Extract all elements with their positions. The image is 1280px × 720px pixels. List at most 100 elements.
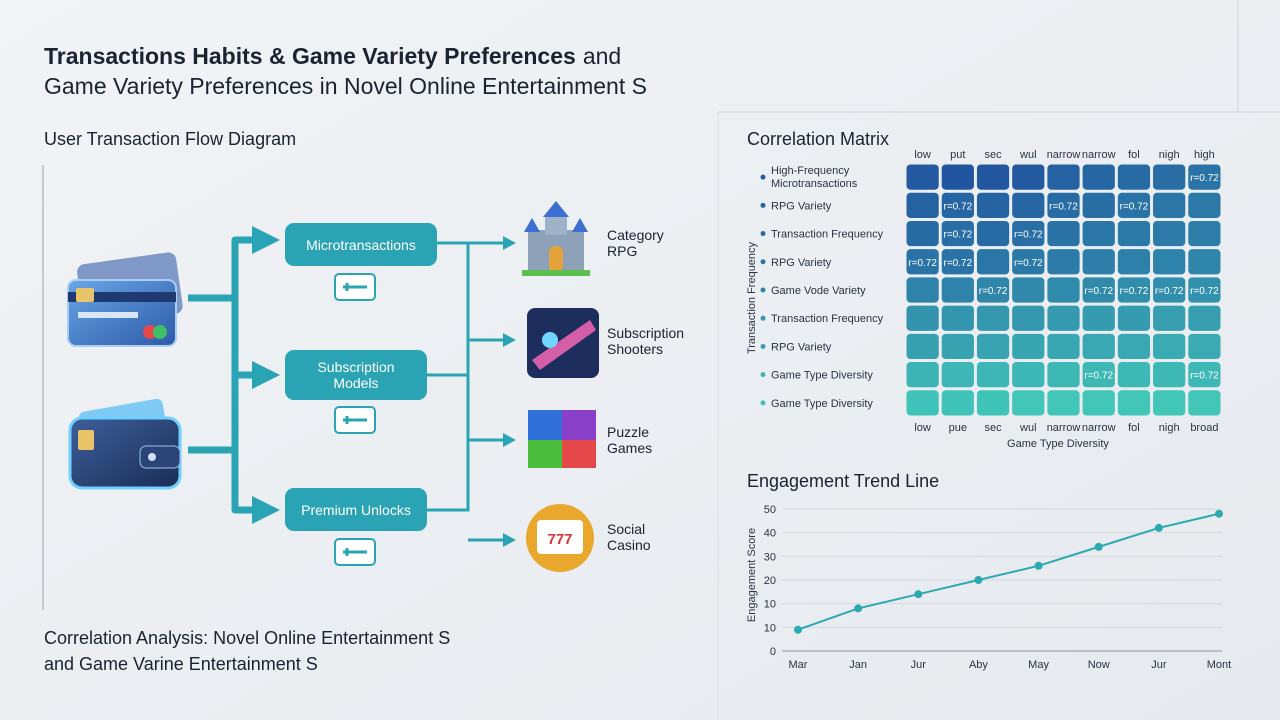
footer-line: Correlation Analysis: Novel Online Enter… bbox=[44, 628, 450, 648]
row-dot bbox=[760, 287, 766, 293]
heat-cell bbox=[1188, 333, 1221, 360]
col-label-bottom: wul bbox=[1019, 422, 1037, 434]
heat-cell bbox=[941, 362, 974, 388]
cell-label: r=0.72 bbox=[944, 230, 973, 241]
col-label-top: narrow bbox=[1047, 149, 1081, 161]
heat-cell bbox=[1012, 277, 1045, 303]
heat-cell bbox=[1153, 333, 1186, 360]
cell-label: r=0.72 bbox=[1049, 201, 1078, 212]
title-line2: Game Variety Preferences in Novel Online… bbox=[44, 73, 647, 99]
x-tick-label: May bbox=[1028, 659, 1049, 671]
node-box bbox=[285, 350, 427, 400]
col-label-bottom: narrow bbox=[1047, 422, 1081, 434]
y-tick-label: 10 bbox=[764, 622, 776, 634]
col-label-bottom: pue bbox=[949, 422, 967, 434]
heat-cell bbox=[1012, 305, 1045, 331]
category-label: Games bbox=[607, 440, 652, 456]
cell-label: r=0.72 bbox=[1014, 230, 1043, 241]
heat-cell bbox=[1153, 249, 1186, 275]
heat-cell bbox=[1082, 277, 1115, 303]
title-bold: Transactions Habits & Game Variety Prefe… bbox=[44, 43, 576, 69]
cell-label: r=0.72 bbox=[1084, 286, 1113, 297]
x-tick-label: Jur bbox=[1151, 659, 1167, 671]
heat-cell bbox=[1188, 277, 1221, 303]
heat-cell bbox=[906, 362, 939, 388]
row-label: Game Type Diversity bbox=[771, 370, 873, 382]
cell-label: r=0.72 bbox=[1084, 371, 1113, 382]
row-label: Transaction Frequency bbox=[771, 229, 884, 241]
category-label: Shooters bbox=[607, 341, 663, 357]
heat-cell bbox=[1012, 220, 1045, 247]
gamepad-icons bbox=[334, 273, 376, 566]
col-label-top: nigh bbox=[1159, 149, 1180, 161]
heat-cell bbox=[1188, 249, 1221, 275]
col-label-bottom: sec bbox=[984, 422, 1002, 434]
heat-cell bbox=[1047, 277, 1080, 303]
heat-cell bbox=[1012, 362, 1045, 388]
heat-cell bbox=[941, 164, 974, 190]
heat-cell bbox=[906, 390, 939, 416]
heat-cell bbox=[1188, 390, 1221, 416]
trend-line bbox=[797, 512, 1220, 631]
heat-cell bbox=[906, 249, 939, 275]
category-label: Social bbox=[607, 521, 645, 537]
heat-cell bbox=[1082, 249, 1115, 275]
y-tick-label: 20 bbox=[764, 575, 776, 587]
data-point bbox=[794, 625, 802, 634]
heat-cell bbox=[1117, 192, 1151, 218]
heat-cell bbox=[1082, 333, 1115, 360]
heat-cell bbox=[1047, 390, 1080, 416]
row-dot bbox=[760, 343, 766, 349]
puzzle-icon bbox=[528, 410, 596, 468]
node-label: Subscription bbox=[317, 359, 394, 375]
category-label: Puzzle bbox=[607, 424, 649, 440]
col-label-top: fol bbox=[1128, 149, 1140, 161]
data-point bbox=[1094, 542, 1103, 551]
heat-cell bbox=[941, 249, 974, 275]
row-label: RPG Variety bbox=[771, 341, 832, 353]
col-label-top: wul bbox=[1019, 149, 1037, 161]
row-dot bbox=[760, 202, 766, 208]
row-label: Transaction Frequency bbox=[771, 313, 884, 325]
category-label: Category bbox=[607, 227, 664, 243]
arrowheads bbox=[252, 226, 280, 524]
heat-cell bbox=[941, 192, 974, 218]
heat-cell bbox=[1188, 220, 1221, 247]
chart-title: Engagement Trend Line bbox=[747, 471, 939, 491]
data-point bbox=[854, 604, 863, 613]
heat-cell bbox=[906, 192, 939, 218]
data-point bbox=[974, 576, 983, 584]
y-tick-label: 30 bbox=[764, 551, 776, 563]
heat-cell bbox=[976, 192, 1010, 218]
y-axis-label: Transaction Frequency bbox=[746, 241, 758, 354]
y-tick-label: 50 bbox=[764, 504, 776, 516]
title: Transactions Habits & Game Variety Prefe… bbox=[44, 43, 621, 69]
heat-cell bbox=[1082, 390, 1115, 416]
col-label-bottom: narrow bbox=[1082, 422, 1116, 434]
x-tick-label: Now bbox=[1088, 659, 1110, 671]
data-point bbox=[1034, 561, 1043, 570]
y-axis-label: Engagement Score bbox=[746, 528, 758, 622]
cell-label: r=0.72 bbox=[1190, 286, 1219, 297]
title-rest: and bbox=[583, 43, 621, 69]
heat-cell bbox=[1117, 390, 1151, 416]
heat-cell bbox=[1082, 164, 1115, 190]
node-label: Premium Unlocks bbox=[301, 502, 411, 518]
heat-cell bbox=[1047, 192, 1080, 218]
heat-cell bbox=[1188, 192, 1221, 218]
heat-cell bbox=[1082, 192, 1115, 218]
heat-cell bbox=[976, 164, 1010, 190]
heat-cell bbox=[1153, 192, 1186, 218]
row-dot bbox=[760, 400, 766, 406]
heat-cell bbox=[941, 277, 974, 303]
flow-title: User Transaction Flow Diagram bbox=[44, 129, 296, 149]
heat-cell bbox=[1012, 192, 1045, 218]
row-label: RPG Variety bbox=[771, 257, 832, 269]
heat-cell bbox=[1047, 249, 1080, 275]
category-label: RPG bbox=[607, 243, 637, 259]
heat-cell bbox=[976, 390, 1010, 416]
heat-cell bbox=[1153, 164, 1186, 190]
chart-title: Correlation Matrix bbox=[747, 129, 889, 149]
x-tick-label: Jur bbox=[911, 659, 927, 671]
